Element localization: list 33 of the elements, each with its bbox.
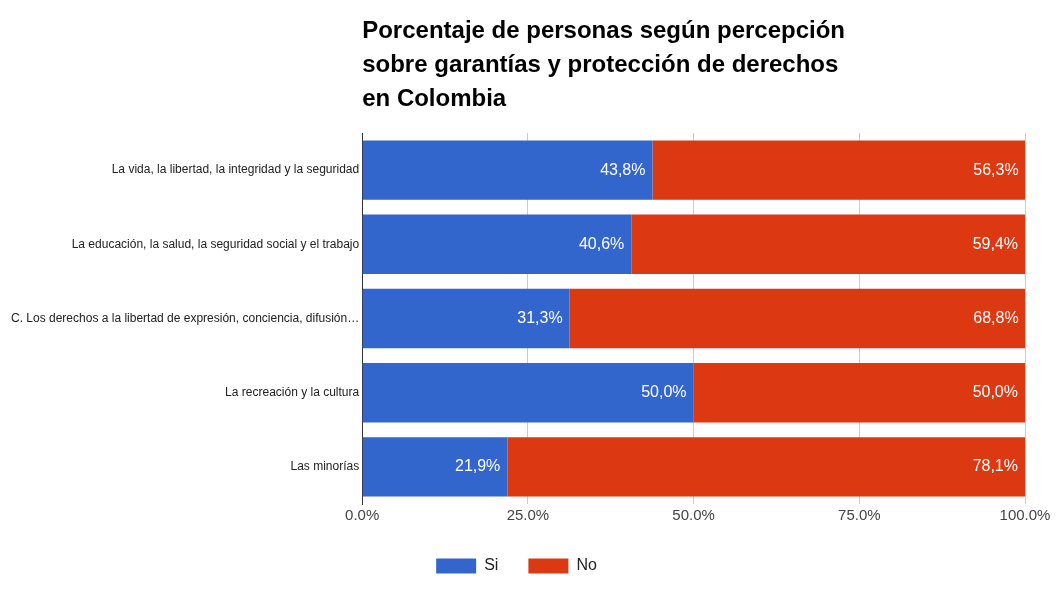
bar [362,288,570,349]
bar [362,140,653,200]
x-tick-label: 50.0% [672,506,715,524]
legend-label: Si [484,556,499,574]
data-label: 50,0% [641,383,687,401]
x-tick-label: 75.0% [838,506,881,524]
data-label: 50,0% [972,383,1018,401]
bar [631,214,1025,274]
legend-label: No [576,556,597,574]
x-tick-label: 100.0% [999,506,1051,524]
y-tick-label: La recreación y la cultura [225,385,360,400]
y-tick-label: C. Los derechos a la libertad de expresión, conciencia, difusión… [11,310,360,325]
data-label: 40,6% [578,234,625,252]
data-label: 21,9% [454,457,501,475]
bar [362,437,508,497]
bar [652,140,1025,200]
data-label: 78,1% [972,457,1018,475]
data-label: 59,4% [972,234,1018,252]
y-tick-label: La vida, la libertad, la integridad y la seguridad [111,162,360,177]
y-tick-label: Las minorías [290,459,360,474]
bar [569,288,1025,349]
x-tick-label: 0.0% [345,506,380,524]
bar [362,363,694,423]
data-label: 68,8% [973,308,1019,326]
y-tick-label: La educación, la salud, la seguridad social y el trabajo [71,236,360,251]
data-label: 56,3% [973,160,1019,178]
bar [507,437,1025,497]
bar [362,214,632,274]
data-label: 43,8% [600,160,646,178]
bar [693,363,1025,423]
x-tick-label: 25.0% [506,506,550,524]
data-label: 31,3% [517,308,563,326]
chart-title: Porcentaje de personas según percepción sobre garantías y protección de derechos en Colombia [362,16,846,111]
